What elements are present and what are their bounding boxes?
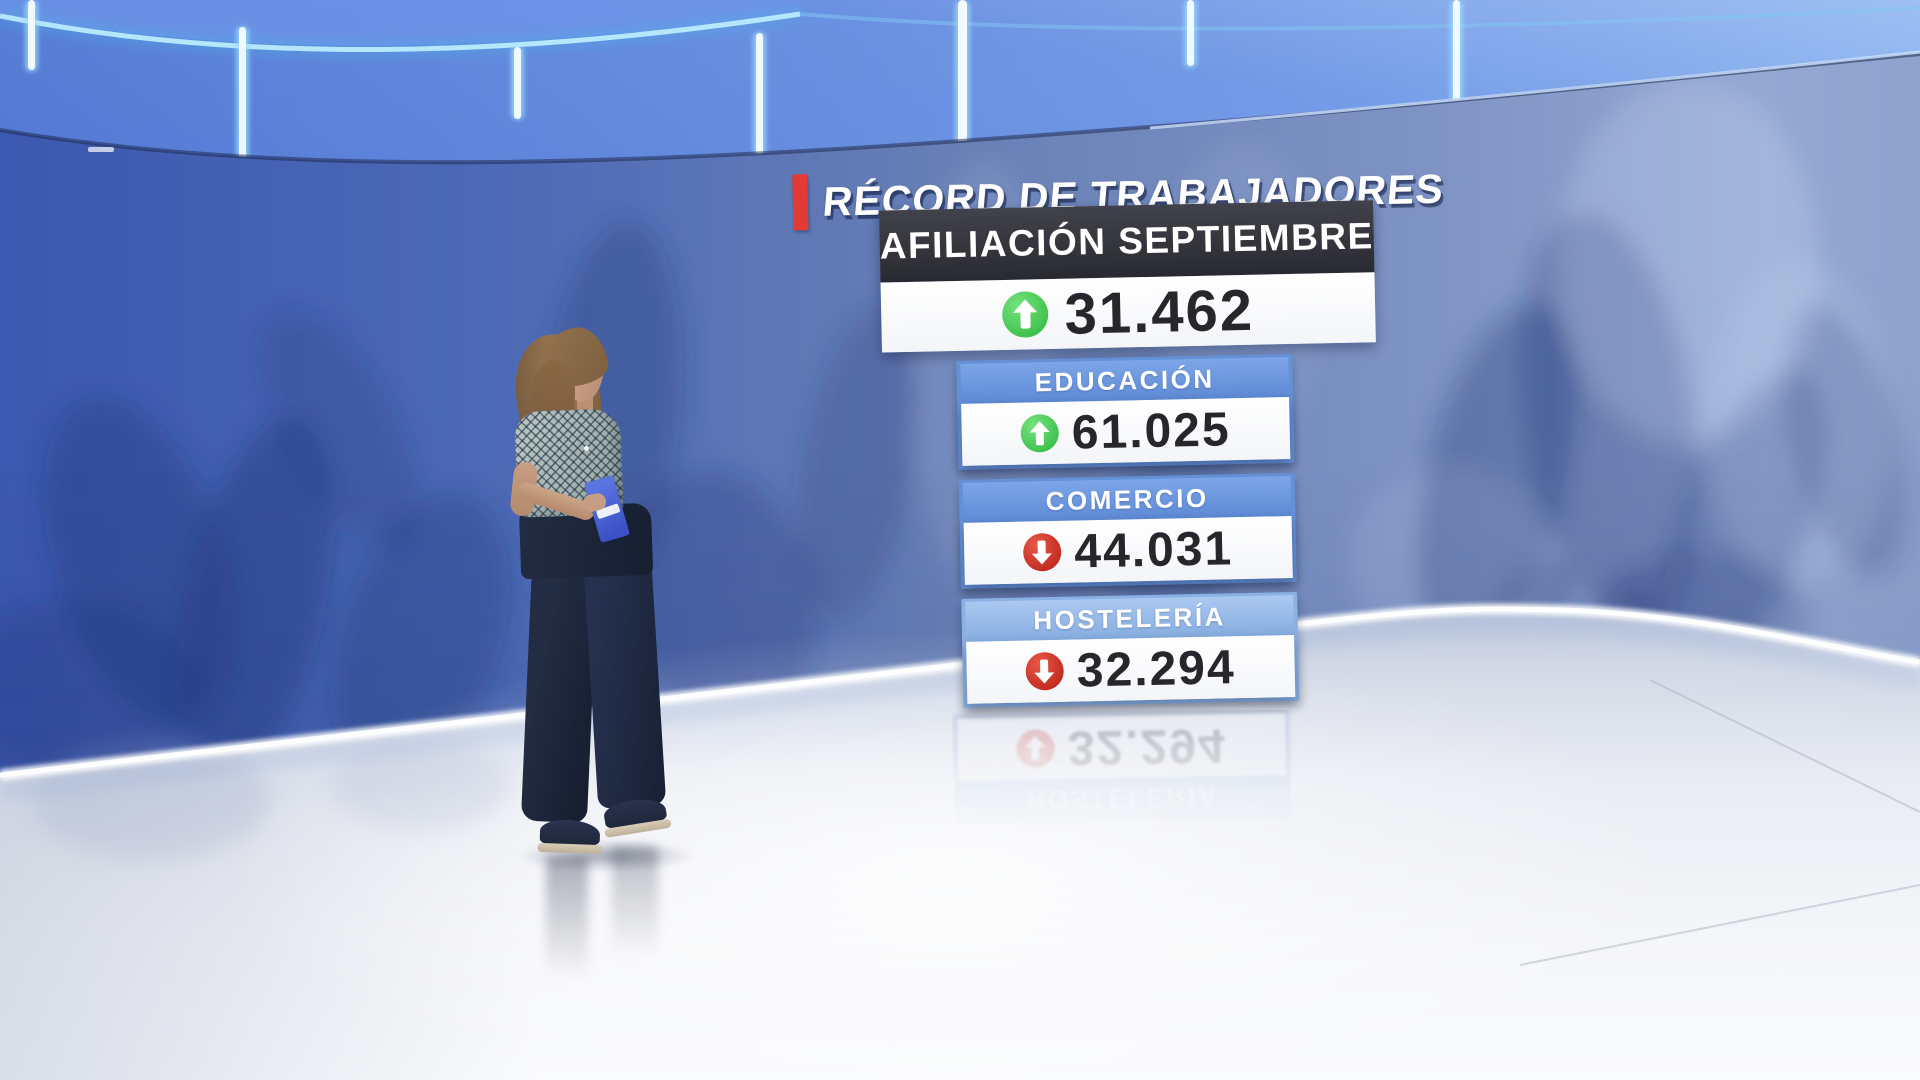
stat-section-afiliacion: AFILIACIÓN SEPTIEMBRE 31.462	[879, 200, 1376, 353]
presenter-reflection	[612, 846, 658, 986]
neon-light-arc	[0, 6, 1920, 57]
presenter-microphone-dot	[584, 446, 589, 451]
stat-section-comercio: COMERCIO 44.031	[958, 472, 1297, 589]
arrow-down-icon	[1025, 651, 1065, 691]
main-stat-value-panel: 31.462	[880, 272, 1376, 353]
section-label: EDUCACIÓN	[960, 357, 1290, 404]
stats-panel: RÉCORD DE TRABAJADORES AFILIACIÓN SEPTIE…	[784, 154, 1446, 737]
section-value-panel: 61.025	[961, 397, 1291, 466]
arrow-down-icon	[1022, 532, 1062, 572]
section-value: 32.294	[1076, 640, 1237, 698]
presenter-reflection	[546, 856, 588, 1011]
title-accent-bar	[792, 174, 809, 231]
main-stat-label: AFILIACIÓN SEPTIEMBRE	[879, 200, 1375, 283]
section-value-panel: 32.294	[966, 634, 1296, 704]
section-value-panel: 44.031	[963, 516, 1293, 585]
section-value: 61.025	[1071, 402, 1232, 460]
main-stat-value: 31.462	[1063, 277, 1255, 347]
floor-seams	[1519, 679, 1920, 966]
light-tubes	[25, 0, 1463, 176]
presenter-shoe	[539, 818, 601, 848]
section-value: 44.031	[1073, 521, 1234, 579]
arrow-up-icon	[1020, 413, 1060, 453]
wall-logo-mark	[88, 147, 114, 152]
stat-section-educacion: EDUCACIÓN 61.025	[956, 353, 1295, 470]
category-sections: EDUCACIÓN 61.025 COMERCIO 44.031 HOSTELE…	[956, 353, 1300, 708]
section-label: COMERCIO	[962, 476, 1292, 523]
section-label: HOSTELERÍA	[965, 594, 1295, 642]
arrow-up-icon	[1002, 291, 1050, 339]
stat-section-hosteleria: HOSTELERÍA 32.294	[961, 591, 1300, 708]
